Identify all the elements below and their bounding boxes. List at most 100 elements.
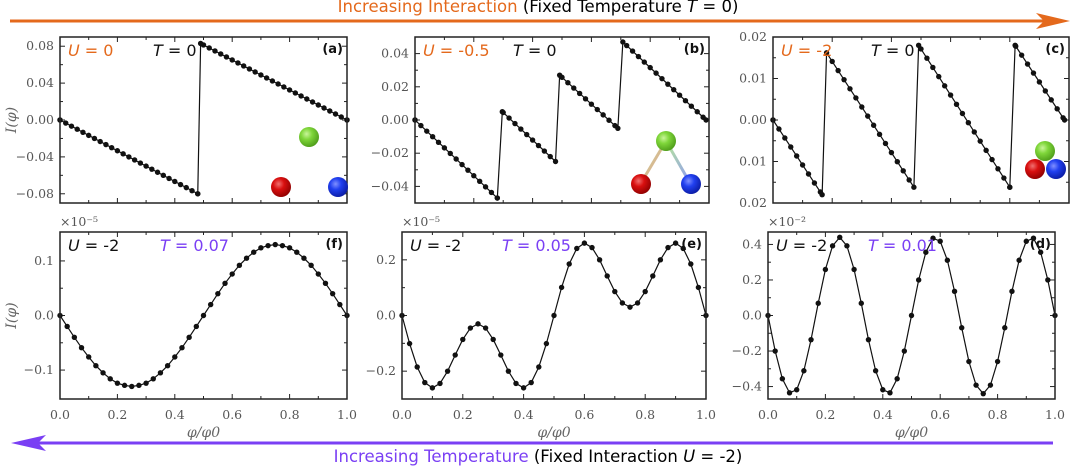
data-point <box>930 64 936 71</box>
panel-d: 0.4 0.2 0.0 −0.2 −0.4 0.0 0.2 0.4 0.6 0.8 1.0 φ/φ0 ×… <box>732 214 1065 441</box>
data-point <box>535 142 542 149</box>
data-point <box>596 257 603 263</box>
data-point <box>308 262 314 268</box>
data-point <box>671 86 677 93</box>
data-point <box>197 40 204 47</box>
x-tick-label: 0.6 <box>930 407 950 422</box>
data-point <box>941 83 948 89</box>
data-point <box>1024 61 1031 67</box>
data-point <box>286 245 293 251</box>
blue-sphere-icon <box>1046 159 1066 179</box>
t-symbol: T <box>871 41 882 60</box>
t-value: = 0.05 <box>512 236 571 255</box>
y-tick-label: 0.02 <box>381 79 409 94</box>
t-value: = 0 <box>881 41 915 60</box>
temperature-arrow-head-icon <box>11 435 46 451</box>
y-tick-label: −0.04 <box>16 149 54 164</box>
data-point <box>1061 117 1068 123</box>
blue-sphere-icon <box>681 174 701 194</box>
data-point <box>581 240 588 246</box>
u-value: = 0 <box>80 41 114 60</box>
data-point <box>218 51 224 57</box>
data-point <box>623 42 630 49</box>
data-point <box>924 55 930 61</box>
temperature-annotation: T = 0.07 <box>160 236 229 255</box>
data-point <box>71 334 78 341</box>
temperature-annotation: T = 0 <box>153 41 197 60</box>
data-point <box>953 101 960 107</box>
data-point <box>799 162 806 168</box>
data-point <box>629 48 636 54</box>
data-point <box>552 158 559 165</box>
data-point <box>1045 277 1051 283</box>
data-point <box>315 271 321 277</box>
x-tick-label: 0.4 <box>514 407 534 422</box>
y-axis-label: I(φ) <box>4 107 20 134</box>
data-point <box>279 242 286 249</box>
data-point <box>520 385 527 391</box>
interaction-annotation: U = 0 <box>68 41 113 60</box>
u-symbol: U <box>776 236 788 255</box>
data-point <box>435 139 442 145</box>
interaction-annotation: U = -2 <box>68 236 119 255</box>
data-point <box>136 382 142 389</box>
data-point <box>980 390 986 397</box>
data-point <box>547 153 553 160</box>
x-tick-label: 0.4 <box>873 407 893 422</box>
panel-label: (a) <box>322 42 343 57</box>
data-point <box>977 138 983 144</box>
data-point <box>995 166 1001 172</box>
panel-f: 0.1 0.0 −0.1 0.0 0.2 0.4 0.6 0.8 1.0 φ/φ0 I(φ) ×10⁻… <box>4 214 357 441</box>
panel-label: (e) <box>681 237 702 252</box>
data-point <box>143 380 149 386</box>
series-line <box>414 40 707 200</box>
data-point <box>973 382 979 388</box>
data-point <box>422 379 428 386</box>
data-point <box>189 188 195 194</box>
u-value: = -2 <box>793 41 833 60</box>
data-point <box>207 301 214 308</box>
x-tick-label: 0.0 <box>50 407 70 422</box>
data-point <box>512 120 518 127</box>
data-point <box>936 73 942 80</box>
data-point <box>63 120 69 126</box>
panel-label: (b) <box>684 42 705 57</box>
data-point <box>223 54 230 60</box>
data-point <box>1009 288 1015 295</box>
data-point <box>437 380 443 387</box>
data-point <box>206 45 212 51</box>
data-point <box>518 126 524 132</box>
data-point <box>543 340 550 347</box>
data-point <box>193 323 200 330</box>
data-point <box>183 184 189 191</box>
u-symbol: U <box>423 41 435 60</box>
data-point <box>930 235 936 241</box>
data-point <box>524 131 530 138</box>
data-point <box>91 135 98 142</box>
data-point <box>703 117 709 123</box>
data-point <box>157 370 164 376</box>
data-point <box>327 108 333 114</box>
data-point <box>794 387 800 393</box>
bottom-banner-accent: Increasing Temperature <box>334 447 529 466</box>
data-point <box>1007 184 1013 190</box>
x-tick-label: 0.2 <box>453 407 473 422</box>
data-point <box>894 159 901 165</box>
data-point <box>126 154 132 160</box>
data-point <box>588 101 595 107</box>
data-point <box>657 257 664 263</box>
data-point <box>808 336 814 343</box>
green-sphere-icon <box>299 127 319 147</box>
data-point <box>959 325 965 331</box>
data-point <box>665 81 671 87</box>
data-point <box>619 300 626 306</box>
data-point <box>465 167 471 173</box>
y-tick-label: 0.2 <box>376 252 396 267</box>
data-point <box>665 244 671 251</box>
data-point <box>1042 88 1049 94</box>
data-point <box>923 249 929 255</box>
top-banner-rest-b: = 0) <box>697 0 738 16</box>
data-point <box>154 169 161 175</box>
data-point <box>424 128 430 134</box>
